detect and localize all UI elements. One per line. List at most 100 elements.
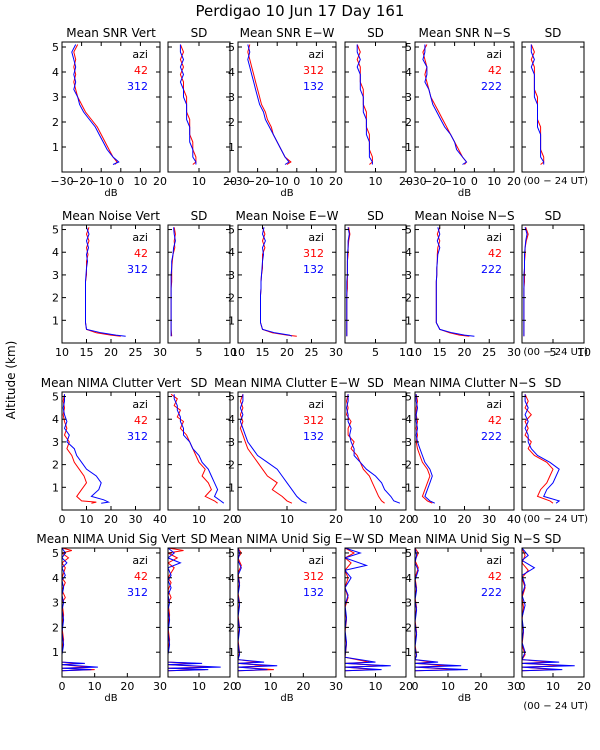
y-tick-label: 3 (52, 91, 59, 104)
x-tick-label: 20 (223, 175, 237, 188)
x-axis-label: dB (280, 188, 293, 199)
legend-header: azi (486, 48, 502, 61)
panel: Mean NIMA Clutter Vert 1 2 3 4 5 0 10 20 30 40 azi 4… (41, 376, 182, 526)
x-tick-label: −10 (443, 175, 466, 188)
series-line-blue (85, 227, 126, 337)
x-tick-label: 20 (458, 513, 472, 526)
series-line-blue (530, 44, 545, 165)
panel: SD 10 20 (167, 532, 237, 693)
legend-entry: 42 (488, 570, 502, 583)
x-tick-label: 30 (153, 680, 167, 693)
x-axis-label: dB (104, 693, 117, 704)
legend-entry: 132 (303, 586, 324, 599)
x-axis-label: dB (280, 693, 293, 704)
series-line-red (247, 44, 292, 165)
legend-entry: 312 (127, 80, 148, 93)
y-tick-label: 3 (405, 91, 412, 104)
x-tick-label: 10 (192, 680, 206, 693)
series-line-blue (239, 394, 307, 504)
x-tick-label: 0 (293, 175, 300, 188)
x-tick-label: 20 (296, 680, 310, 693)
y-tick-label: 5 (52, 41, 59, 54)
y-tick-label: 3 (228, 91, 235, 104)
series-line-blue (422, 44, 468, 165)
y-tick-label: 5 (52, 224, 59, 237)
y-tick-label: 4 (405, 413, 412, 426)
y-tick-label: 3 (52, 269, 59, 282)
plot-frame (167, 41, 231, 173)
panel: Mean Noise E−W 1 2 3 4 5 10 15 20 25 30 azi 312 132 (228, 209, 343, 359)
panel: SD (521, 376, 585, 511)
x-tick-label: 30 (482, 513, 496, 526)
panel-title: SD (191, 26, 208, 40)
panel: Mean Noise N−S 1 2 3 4 5 10 15 20 25 30 azi 42 222 (405, 209, 521, 359)
series-line-blue (260, 227, 293, 337)
x-tick-label: 20 (399, 513, 413, 526)
series-line-red (435, 227, 470, 337)
legend-entry: 222 (481, 430, 502, 443)
series-line-red (85, 227, 121, 337)
series-line-blue (435, 227, 475, 337)
y-tick-label: 4 (52, 66, 59, 79)
panel: SD 10 20 (344, 376, 413, 526)
panel: Mean SNR N−S 1 2 3 4 5 −30−20−10 0 10 20 dB azi 42 22… (403, 26, 521, 199)
x-tick-label: 10 (399, 346, 413, 359)
x-tick-label: 40 (507, 513, 521, 526)
panel: SD (521, 26, 585, 173)
y-tick-label: 2 (228, 459, 235, 472)
panel: Mean NIMA Unid Sig E−W 1 2 3 4 5 0 10 20 30 dB azi 3… (210, 532, 365, 704)
series-line-blue (345, 548, 391, 672)
panel-title: Mean SNR N−S (419, 26, 511, 40)
panel-title: Mean SNR Vert (66, 26, 156, 40)
legend-entry: 42 (488, 247, 502, 260)
x-tick-label: −20 (246, 175, 269, 188)
time-range-note: (00 − 24 UT) (523, 701, 588, 712)
series-line-blue (170, 227, 176, 337)
series-line-blue (238, 548, 278, 672)
legend-header: azi (132, 554, 148, 567)
legend-entry: 42 (134, 247, 148, 260)
x-tick-label: 20 (104, 346, 118, 359)
x-tick-label: 20 (329, 175, 343, 188)
x-tick-label: 20 (120, 680, 134, 693)
x-tick-label: −10 (266, 175, 289, 188)
x-tick-label: 20 (329, 513, 343, 526)
plot-frame (344, 547, 407, 678)
x-tick-label: 10 (231, 346, 245, 359)
time-range-note: (00 − 24 UT) (523, 514, 588, 525)
plot-frame (237, 547, 337, 678)
series-line-red (522, 548, 566, 672)
y-tick-label: 2 (52, 116, 59, 129)
x-tick-label: 20 (223, 680, 237, 693)
plot-frame (414, 547, 515, 678)
y-tick-label: 1 (52, 314, 59, 327)
y-tick-label: 1 (228, 314, 235, 327)
series-line-red (422, 44, 468, 165)
x-tick-label: 10 (133, 175, 147, 188)
x-tick-label: −30 (403, 175, 426, 188)
x-tick-label: 0 (59, 680, 66, 693)
series-line-blue (168, 548, 221, 672)
x-tick-label: 10 (280, 513, 294, 526)
x-tick-label: 10 (192, 175, 206, 188)
plot-frame (414, 41, 515, 173)
series-line-red (345, 548, 385, 672)
legend-entry: 132 (303, 263, 324, 276)
plot-frame (344, 41, 407, 173)
panel-title: SD (191, 376, 208, 390)
legend-header: azi (308, 554, 324, 567)
panel-title: SD (367, 532, 384, 546)
panel: Mean SNR Vert 1 2 3 4 5 −30−20−10 0 10 20 dB azi 42 3… (50, 26, 167, 199)
y-tick-label: 3 (228, 269, 235, 282)
time-range-note: (00 − 24 UT) (523, 176, 588, 187)
x-tick-label: 10 (192, 513, 206, 526)
panel-title: Mean NIMA Unid Sig Vert (36, 532, 186, 546)
panel-title: SD (367, 209, 384, 223)
x-tick-label: 30 (329, 680, 343, 693)
x-tick-label: 10 (264, 680, 278, 693)
legend-header: azi (132, 231, 148, 244)
panel-title: SD (191, 532, 208, 546)
legend-header: azi (132, 48, 148, 61)
x-tick-label: 10 (546, 680, 560, 693)
